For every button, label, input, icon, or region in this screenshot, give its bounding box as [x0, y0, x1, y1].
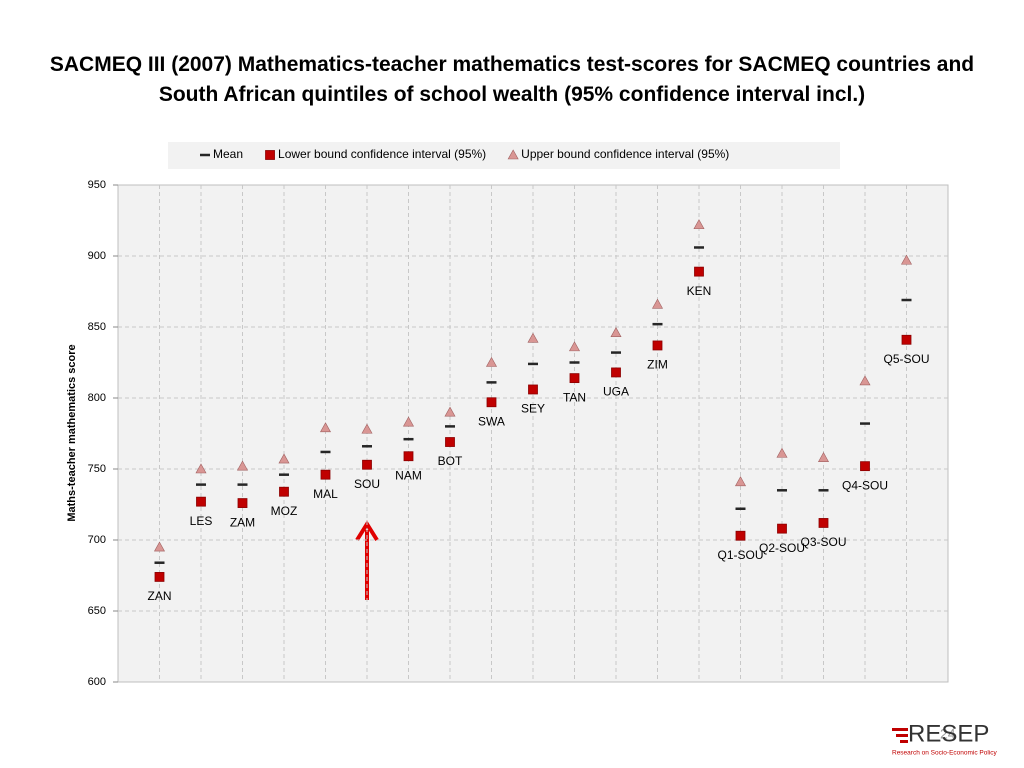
category-label: MOZ	[271, 504, 298, 518]
lower-marker	[196, 496, 206, 507]
y-tick-label: 650	[88, 605, 106, 617]
lower-marker	[860, 461, 870, 472]
upper-marker	[361, 423, 373, 434]
logo-tagline: Research on Socio-Economic Policy	[892, 750, 998, 757]
upper-marker	[817, 452, 830, 462]
y-tick-label: 600	[88, 676, 106, 688]
y-tick-label: 750	[88, 463, 106, 475]
y-tick-label: 800	[88, 392, 106, 404]
lower-marker	[694, 266, 704, 277]
upper-marker	[278, 453, 290, 464]
upper-marker	[485, 356, 498, 367]
lower-marker	[818, 518, 829, 528]
upper-marker	[776, 447, 788, 458]
category-label: TAN	[563, 390, 586, 404]
upper-marker	[507, 149, 519, 160]
upper-marker	[195, 463, 207, 474]
y-tick-label: 700	[88, 534, 106, 546]
category-label: NAM	[395, 468, 422, 482]
chart-title: SACMEQ III (2007) Mathematics-teacher ma…	[49, 53, 975, 106]
category-label: Q4-SOU	[842, 478, 888, 492]
legend-label: Lower bound confidence interval (95%)	[278, 147, 486, 161]
logo-bar	[900, 740, 908, 743]
page-number: 24	[940, 726, 956, 742]
lower-marker	[611, 367, 621, 378]
lower-marker	[901, 334, 912, 345]
category-label: UGA	[603, 385, 629, 399]
upper-marker	[402, 416, 415, 427]
y-tick-label: 900	[88, 250, 106, 262]
legend-label: Upper bound confidence interval (95%)	[521, 147, 729, 161]
logo-bar	[896, 734, 908, 737]
upper-marker	[900, 254, 913, 265]
upper-marker	[693, 219, 705, 230]
y-axis-label: Maths-teacher mathematics score	[66, 344, 78, 521]
category-label: MAL	[313, 487, 338, 501]
category-label: LES	[190, 514, 213, 528]
lower-marker	[362, 459, 372, 470]
lower-marker	[320, 469, 331, 480]
y-tick-label: 850	[88, 321, 106, 333]
upper-marker	[859, 375, 871, 386]
lower-marker	[777, 523, 787, 534]
upper-marker	[610, 327, 622, 337]
legend-box	[168, 142, 840, 169]
category-label: ZAM	[230, 515, 255, 529]
category-label: KEN	[687, 284, 712, 298]
logo-name: RESEP	[908, 720, 989, 747]
lower-marker	[279, 486, 289, 497]
category-label: BOT	[438, 454, 463, 468]
upper-marker	[319, 422, 332, 433]
legend-label: Mean	[213, 147, 243, 161]
logo-bar	[892, 728, 908, 731]
category-label: Q3-SOU	[800, 535, 846, 549]
upper-marker	[734, 476, 747, 487]
lower-marker	[652, 340, 663, 351]
category-label: Q2-SOU	[759, 541, 805, 555]
y-tick-label: 950	[88, 179, 106, 191]
lower-marker	[735, 530, 746, 541]
category-label: Q1-SOU	[717, 548, 763, 562]
lower-marker	[403, 451, 414, 462]
category-label: SOU	[354, 477, 380, 491]
lower-marker	[265, 150, 275, 160]
upper-marker	[236, 460, 249, 471]
lower-marker	[237, 498, 248, 508]
upper-marker	[153, 541, 166, 552]
category-label: ZAN	[148, 589, 172, 603]
lower-marker	[445, 437, 455, 447]
upper-marker	[527, 332, 539, 343]
category-label: SEY	[521, 402, 545, 416]
category-label: SWA	[478, 414, 505, 428]
lower-marker	[154, 572, 165, 582]
upper-marker	[568, 341, 581, 352]
category-label: Q5-SOU	[883, 352, 929, 366]
logo: RESEP Research on Socio-Economic Policy	[892, 720, 998, 757]
lower-marker	[569, 373, 580, 384]
upper-marker	[444, 406, 456, 417]
upper-marker	[651, 298, 664, 309]
lower-marker	[486, 397, 497, 408]
category-label: ZIM	[647, 358, 668, 372]
lower-marker	[528, 384, 538, 395]
